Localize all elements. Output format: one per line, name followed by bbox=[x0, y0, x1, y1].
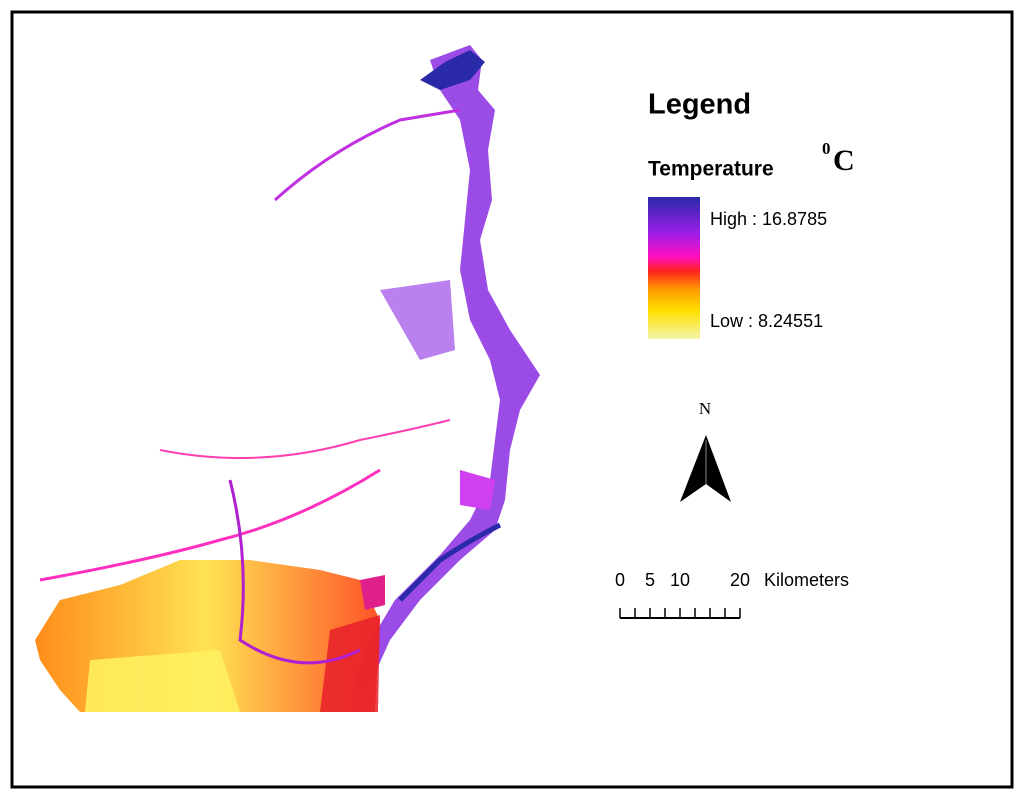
unit-superscript: 0 bbox=[822, 139, 831, 158]
scale-unit: Kilometers bbox=[764, 570, 849, 590]
scale-bar: 0 5 10 20 Kilometers bbox=[615, 570, 849, 619]
legend-low: Low : 8.24551 bbox=[710, 311, 823, 331]
north-label: N bbox=[699, 399, 711, 418]
urban-area bbox=[320, 615, 380, 712]
tributary bbox=[228, 479, 361, 665]
color-ramp bbox=[648, 197, 700, 339]
wetland bbox=[460, 470, 495, 510]
tributary bbox=[273, 108, 461, 202]
tributary bbox=[39, 468, 381, 582]
scale-tick-label: 0 bbox=[615, 570, 625, 590]
scale-tick-label: 20 bbox=[730, 570, 750, 590]
scale-tick-label: 5 bbox=[645, 570, 655, 590]
legend-field: Temperature bbox=[648, 158, 774, 181]
wetland bbox=[360, 575, 385, 610]
tributary bbox=[159, 419, 451, 459]
cool-area bbox=[85, 650, 240, 712]
map-area bbox=[35, 45, 540, 712]
legend-title: Legend bbox=[648, 89, 751, 121]
estuary bbox=[420, 50, 485, 90]
legend-high: High : 16.8785 bbox=[710, 209, 827, 229]
unit: C bbox=[833, 144, 855, 177]
wetland bbox=[380, 280, 455, 360]
river bbox=[398, 522, 502, 602]
scale-tick-label: 10 bbox=[670, 570, 690, 590]
